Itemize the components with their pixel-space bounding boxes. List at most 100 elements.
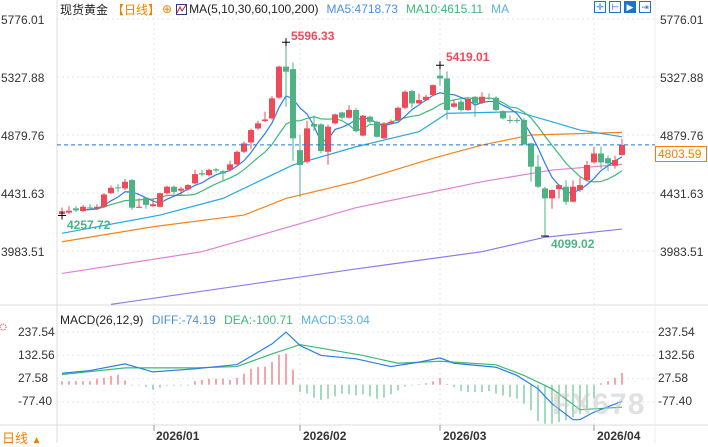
price-axis-label: 5327.88 xyxy=(1,71,45,85)
ma10-line xyxy=(82,97,623,211)
candle-body xyxy=(269,98,275,119)
candle-body xyxy=(458,101,464,110)
candle-body xyxy=(395,107,401,121)
macd-axis-label: 27.58 xyxy=(658,371,689,385)
candle-body xyxy=(171,186,177,192)
candle-body xyxy=(416,100,422,104)
candle-body xyxy=(507,119,513,121)
exit-icon[interactable]: ⇥ xyxy=(639,1,651,13)
candle-body xyxy=(423,96,429,101)
candle-body xyxy=(402,91,408,108)
chart-toolbar: ✛ ⊢ ▶ ⇥ xyxy=(594,1,651,13)
price-axis-label: 4431.63 xyxy=(660,187,704,201)
candle-body xyxy=(129,180,135,208)
candle-body xyxy=(493,97,499,110)
candle-body xyxy=(80,206,86,212)
candle-body xyxy=(157,193,163,207)
price-axis-label: 3983.51 xyxy=(660,245,704,259)
candle-body xyxy=(430,85,436,96)
candle-body xyxy=(213,169,219,171)
candle-body xyxy=(577,185,583,190)
x-tick-label: 2026/03 xyxy=(443,429,487,443)
candle-body xyxy=(451,103,457,107)
candle-body xyxy=(220,171,226,174)
macd-axis-label: 132.56 xyxy=(658,348,695,362)
candle-body xyxy=(101,194,107,207)
candle-body xyxy=(444,78,450,110)
play-icon[interactable]: ▶ xyxy=(624,1,636,13)
high-annotation: 5596.33 xyxy=(291,29,335,43)
candle-body xyxy=(465,98,471,110)
price-axis-label: 5776.01 xyxy=(1,13,45,27)
candle-body xyxy=(115,187,121,189)
macd-dea: DEA:-100.71 xyxy=(224,313,293,327)
candle-body xyxy=(437,75,443,79)
candle-body xyxy=(542,188,548,199)
ma5-value: MA5:4718.73 xyxy=(326,2,398,16)
x-tick-label: 2026/02 xyxy=(303,429,347,443)
candle-body xyxy=(178,188,184,191)
macd-axis-label: 27.58 xyxy=(18,371,49,385)
ma30-line xyxy=(61,111,623,234)
range-icon[interactable]: ⊢ xyxy=(609,1,621,13)
extreme-marker xyxy=(436,61,444,70)
candle-body xyxy=(164,186,170,194)
line-chart-icon[interactable] xyxy=(176,3,188,15)
candle-body xyxy=(339,112,345,118)
period-switch-label: 日线 xyxy=(2,431,29,446)
circle-plus-icon[interactable]: ⊕ xyxy=(162,2,173,16)
candle-body xyxy=(535,166,541,187)
candle-body xyxy=(262,119,268,121)
price-plot xyxy=(59,42,625,305)
candle-body xyxy=(374,121,380,137)
candle-body xyxy=(381,123,387,139)
price-axis-label: 4431.63 xyxy=(1,187,45,201)
ma60-line xyxy=(61,131,623,243)
ma-params[interactable]: MA(5,10,30,60,100,200) xyxy=(189,2,319,16)
period-label[interactable]: 【日线】 xyxy=(112,2,161,17)
candle-body xyxy=(388,121,394,124)
candle-body xyxy=(528,143,534,167)
candle-body xyxy=(584,164,590,181)
candle-body xyxy=(500,111,506,119)
candle-body xyxy=(304,128,310,162)
candle-body xyxy=(605,158,611,164)
price-axis-label: 4879.76 xyxy=(1,129,45,143)
candle-body xyxy=(108,187,114,194)
instrument-name: 现货黄金 xyxy=(60,2,109,17)
chart-header: 现货黄金 【日线】 ⊕ MA(5,10,30,60,100,200) MA5:4… xyxy=(60,1,513,17)
ma100-line xyxy=(61,163,623,275)
candle-body xyxy=(619,144,625,156)
candle-body xyxy=(360,115,366,136)
candle-body xyxy=(185,185,191,190)
candle-body xyxy=(199,173,205,175)
candle-body xyxy=(521,119,527,145)
macd-title[interactable]: MACD(26,12,9) xyxy=(60,313,144,327)
crosshair-icon[interactable]: ✛ xyxy=(594,1,606,13)
extreme-marker xyxy=(282,38,290,47)
candle-body xyxy=(514,119,520,121)
price-axis-label: 5776.01 xyxy=(660,13,704,27)
candle-body xyxy=(122,181,128,189)
diff-line xyxy=(61,331,623,421)
candle-body xyxy=(136,206,142,208)
arrow-up-icon: ▲ xyxy=(31,435,42,446)
price-axis-label: 5327.88 xyxy=(660,71,704,85)
candle-body xyxy=(297,150,303,165)
candle-body xyxy=(479,96,485,103)
macd-diff: DIFF:-74.19 xyxy=(151,313,216,327)
candle-body xyxy=(549,189,555,199)
macd-axis-label: -77.40 xyxy=(658,394,693,408)
low-annotation: 4099.02 xyxy=(551,237,595,251)
candle-body xyxy=(556,185,562,190)
macd-axis-label: 132.56 xyxy=(18,348,55,362)
candle-body xyxy=(87,207,93,209)
candle-body xyxy=(143,197,149,205)
candle-body xyxy=(94,206,100,209)
low-annotation: 4257.72 xyxy=(67,218,111,232)
period-switch[interactable]: 日线 ▲ xyxy=(2,428,42,447)
candle-body xyxy=(192,174,198,184)
candle-body xyxy=(227,164,233,170)
candle-body xyxy=(346,109,352,118)
